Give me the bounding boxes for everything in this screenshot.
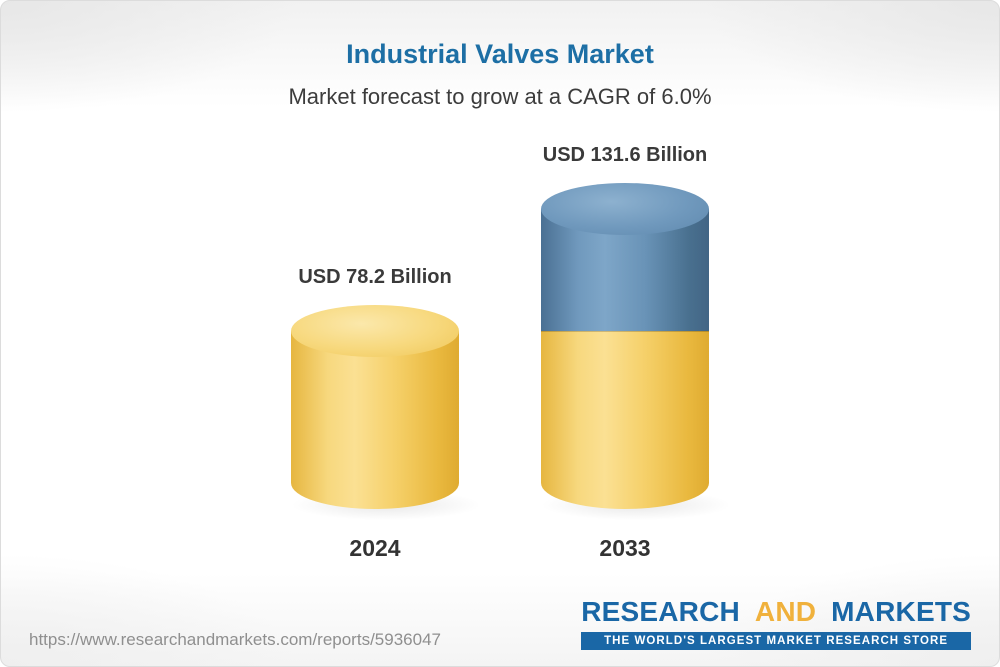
source-url-link[interactable]: https://www.researchandmarkets.com/repor… — [29, 630, 441, 649]
cylinder-2024-top-cap — [291, 305, 459, 357]
logo-wordmark: RESEARCH AND MARKETS — [581, 596, 971, 628]
value-label-2033: USD 131.6 Billion — [542, 144, 708, 166]
plot-area: USD 78.2 Billion 2024 USD 131.6 Billion … — [1, 144, 999, 562]
value-label-2024: USD 78.2 Billion — [298, 266, 452, 288]
cylinder-2033-top-cap — [541, 183, 709, 235]
logo-tagline: THE WORLD'S LARGEST MARKET RESEARCH STOR… — [581, 632, 971, 650]
cylinder-2033 — [537, 183, 735, 521]
footer: https://www.researchandmarkets.com/repor… — [1, 596, 999, 666]
logo-word-research: RESEARCH — [581, 596, 740, 627]
chart-subtitle: Market forecast to grow at a CAGR of 6.0… — [288, 84, 712, 109]
chart-title: Industrial Valves Market — [346, 39, 654, 69]
research-and-markets-logo: RESEARCH AND MARKETS THE WORLD'S LARGEST… — [581, 596, 971, 650]
bar-group-2024: USD 78.2 Billion 2024 — [287, 266, 485, 562]
cylinder-2024-body — [291, 331, 459, 509]
category-label-2033: 2033 — [599, 535, 651, 561]
bar-group-2033: USD 131.6 Billion 2033 — [537, 144, 735, 562]
category-label-2024: 2024 — [349, 535, 401, 561]
cylinder-2024 — [287, 305, 485, 521]
logo-word-and: AND — [754, 596, 817, 627]
logo-word-markets: MARKETS — [831, 596, 971, 627]
